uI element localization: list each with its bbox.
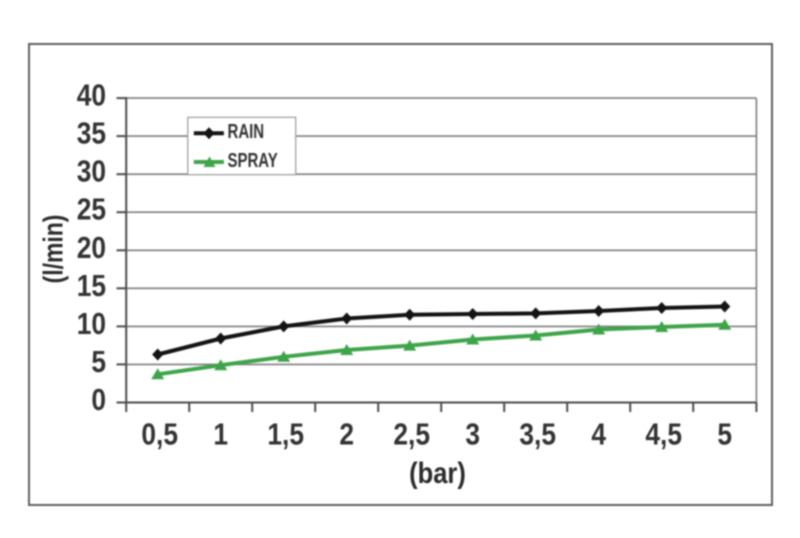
svg-text:0: 0 bbox=[91, 383, 106, 417]
svg-text:1,5: 1,5 bbox=[267, 418, 304, 452]
svg-text:2,5: 2,5 bbox=[393, 418, 430, 452]
svg-text:4,5: 4,5 bbox=[645, 418, 682, 452]
svg-text:2: 2 bbox=[339, 418, 354, 452]
svg-text:3: 3 bbox=[465, 418, 480, 452]
svg-text:4: 4 bbox=[591, 418, 606, 452]
svg-text:(bar): (bar) bbox=[409, 456, 466, 489]
svg-text:35: 35 bbox=[77, 117, 106, 151]
svg-text:30: 30 bbox=[77, 155, 106, 189]
svg-text:0,5: 0,5 bbox=[141, 418, 178, 452]
svg-text:5: 5 bbox=[717, 418, 732, 452]
svg-text:20: 20 bbox=[77, 231, 106, 265]
svg-text:25: 25 bbox=[77, 193, 106, 227]
svg-text:1: 1 bbox=[213, 418, 228, 452]
svg-text:3,5: 3,5 bbox=[519, 418, 556, 452]
svg-text:RAIN: RAIN bbox=[228, 120, 265, 143]
svg-text:5: 5 bbox=[91, 345, 106, 379]
svg-text:15: 15 bbox=[77, 269, 106, 303]
svg-text:SPRAY: SPRAY bbox=[228, 149, 278, 172]
svg-text:(l/min): (l/min) bbox=[38, 215, 69, 284]
svg-text:10: 10 bbox=[77, 307, 106, 341]
svg-text:40: 40 bbox=[77, 79, 106, 113]
